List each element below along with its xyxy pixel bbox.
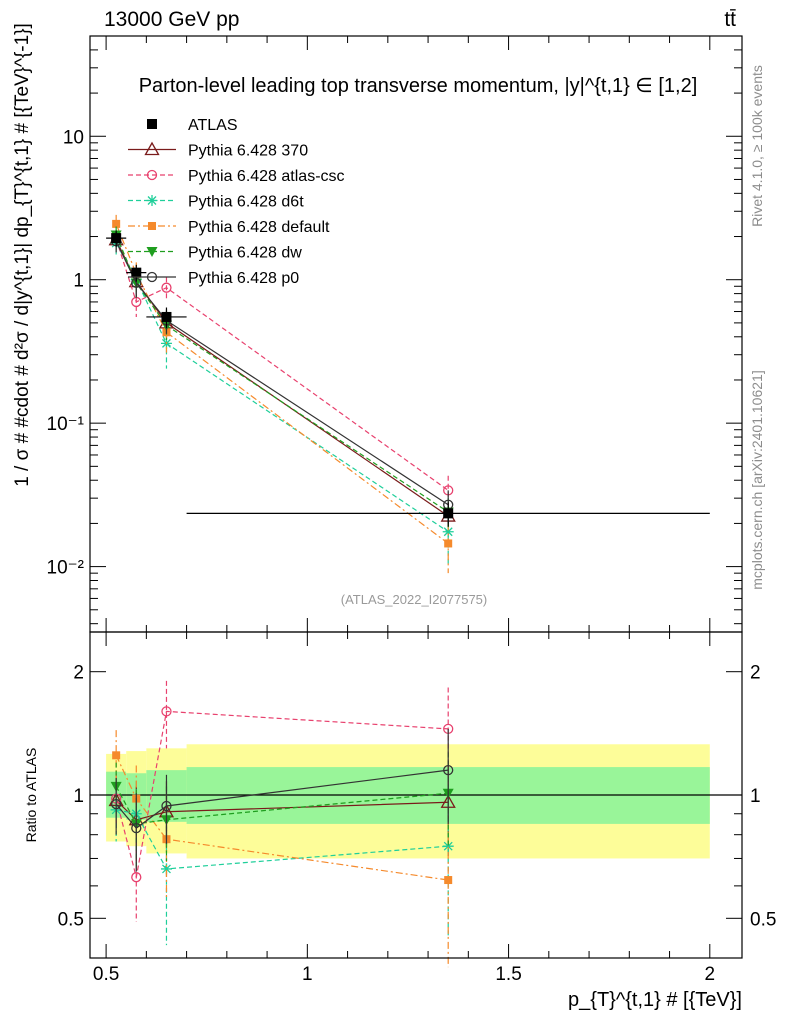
ratio-pythia-6-428-atlas-csc-line [115, 710, 449, 878]
legend-pythia-6-428-dw-marker [146, 247, 158, 257]
ratio-y-tick-label-2: 2 [73, 663, 84, 684]
series-pythia-6-428-default-line [115, 223, 449, 544]
legend-pythia-6-428-370-marker [144, 141, 160, 156]
series-pythia-6-428-dw-line [115, 234, 449, 513]
watermark: (ATLAS_2022_I2077575) [341, 592, 487, 607]
y-tick-label-1: 1 [73, 271, 84, 292]
series-pythia-6-428-atlas-csc-point-2 [161, 282, 172, 293]
legend-pythia-6-428-dw-label: Pythia 6.428 dw [188, 245, 302, 262]
ratio-y-tick-label-0.5: 0.5 [58, 909, 84, 930]
ratio-pythia-6-428-default-point-0 [112, 751, 121, 760]
ratio-pythia-6-428-p0-point-1 [131, 822, 142, 834]
ratio-pythia-6-428-d6t-line [116, 809, 449, 870]
x-axis-label: p_{T}^{t,1} # [{TeV}] [568, 989, 742, 1011]
ratio-pythia-6-428-default-point-3 [444, 876, 453, 885]
mcplots-label: mcplots.cern.ch [arXiv:2401.10621] [749, 370, 765, 589]
legend-pythia-6-428-default-marker [148, 222, 156, 230]
x-tick-label-0.5: 0.5 [93, 964, 119, 985]
legend-pythia-6-428-p0-marker [146, 271, 158, 283]
legend-pythia-6-428-atlas-csc-label: Pythia 6.428 atlas-csc [188, 168, 345, 185]
legend-pythia-6-428-370-label: Pythia 6.428 370 [188, 143, 308, 160]
ratio-pythia-6-428-atlas-csc-point-1 [131, 872, 142, 883]
series-atlas-point-3 [443, 508, 454, 519]
series-pythia-6-428-d6t-point-3 [442, 526, 454, 538]
x-tick-label-1: 1 [302, 964, 313, 985]
ratio-pythia-6-428-p0-point-2 [161, 800, 172, 812]
ratio-y-tick-label-right-0.5: 0.5 [750, 909, 776, 930]
top-panel: 10⁻² 10⁻¹ 1 10 ATLAS Pythia 6.428 370 Pythia 6… [47, 35, 743, 633]
series-pythia-6-428-p0-line [115, 241, 449, 506]
legend-atlas-label: ATLAS [188, 117, 238, 134]
y-tick-label-0.01: 10⁻² [47, 558, 85, 579]
series-atlas-point-1 [131, 267, 142, 278]
ratio-pythia-6-428-p0-point-3 [443, 764, 454, 776]
series-pythia-6-428-default-point-3 [444, 539, 453, 548]
ratio-pythia-6-428-p0-line [115, 769, 449, 829]
legend-pythia-6-428-p0-label: Pythia 6.428 p0 [188, 270, 299, 287]
y-tick-label-0.1: 10⁻¹ [47, 414, 85, 435]
ratio-pythia-6-428-atlas-csc-point-2 [161, 706, 172, 717]
ratio-pythia-6-428-p0-point-0 [111, 798, 122, 810]
y-axis-label-top: 1 / σ # #cdot # d²σ / d|y^{t,1}| dp_{T}^… [12, 23, 33, 487]
ratio-pythia-6-428-370-line [115, 799, 449, 821]
plot-title: Parton-level leading top transverse mome… [139, 75, 698, 97]
y-axis-label-ratio: Ratio to ATLAS [23, 748, 39, 843]
header-right: tt̄ [724, 8, 736, 31]
ratio-y-tick-label-1: 1 [73, 786, 84, 807]
ratio-pythia-6-428-default-line [115, 755, 449, 881]
series-atlas-point-2 [161, 311, 172, 322]
ratio-pythia-6-428-d6t-point-3 [442, 840, 454, 852]
series-atlas-point-0 [111, 233, 122, 244]
legend-pythia-6-428-d6t-marker [146, 195, 158, 206]
rivet-label: Rivet 4.1.0, ≥ 100k events [749, 65, 765, 227]
series-pythia-6-428-atlas-csc-line [115, 238, 449, 491]
legend-atlas-marker [147, 119, 157, 129]
ratio-pythia-6-428-dw-line [115, 786, 449, 825]
ratio-y-tick-label-right-2: 2 [750, 663, 761, 684]
legend-pythia-6-428-atlas-csc-marker [146, 169, 158, 181]
x-tick-label-1.5: 1.5 [495, 964, 521, 985]
series-pythia-6-428-default-point-0 [112, 219, 121, 228]
header-left: 13000 GeV pp [104, 8, 239, 31]
y-tick-label-10: 10 [63, 127, 84, 148]
ratio-panel: 0.5 1 1.5 2 0.5 0.5 1 1 2 2 [58, 631, 776, 985]
ratio-pythia-6-428-d6t-point-2 [160, 863, 172, 875]
legend-pythia-6-428-default-label: Pythia 6.428 default [188, 219, 330, 236]
legend-pythia-6-428-d6t-label: Pythia 6.428 d6t [188, 194, 304, 211]
ratio-y-tick-label-right-1: 1 [750, 786, 761, 807]
x-tick-label-2: 2 [705, 964, 716, 985]
